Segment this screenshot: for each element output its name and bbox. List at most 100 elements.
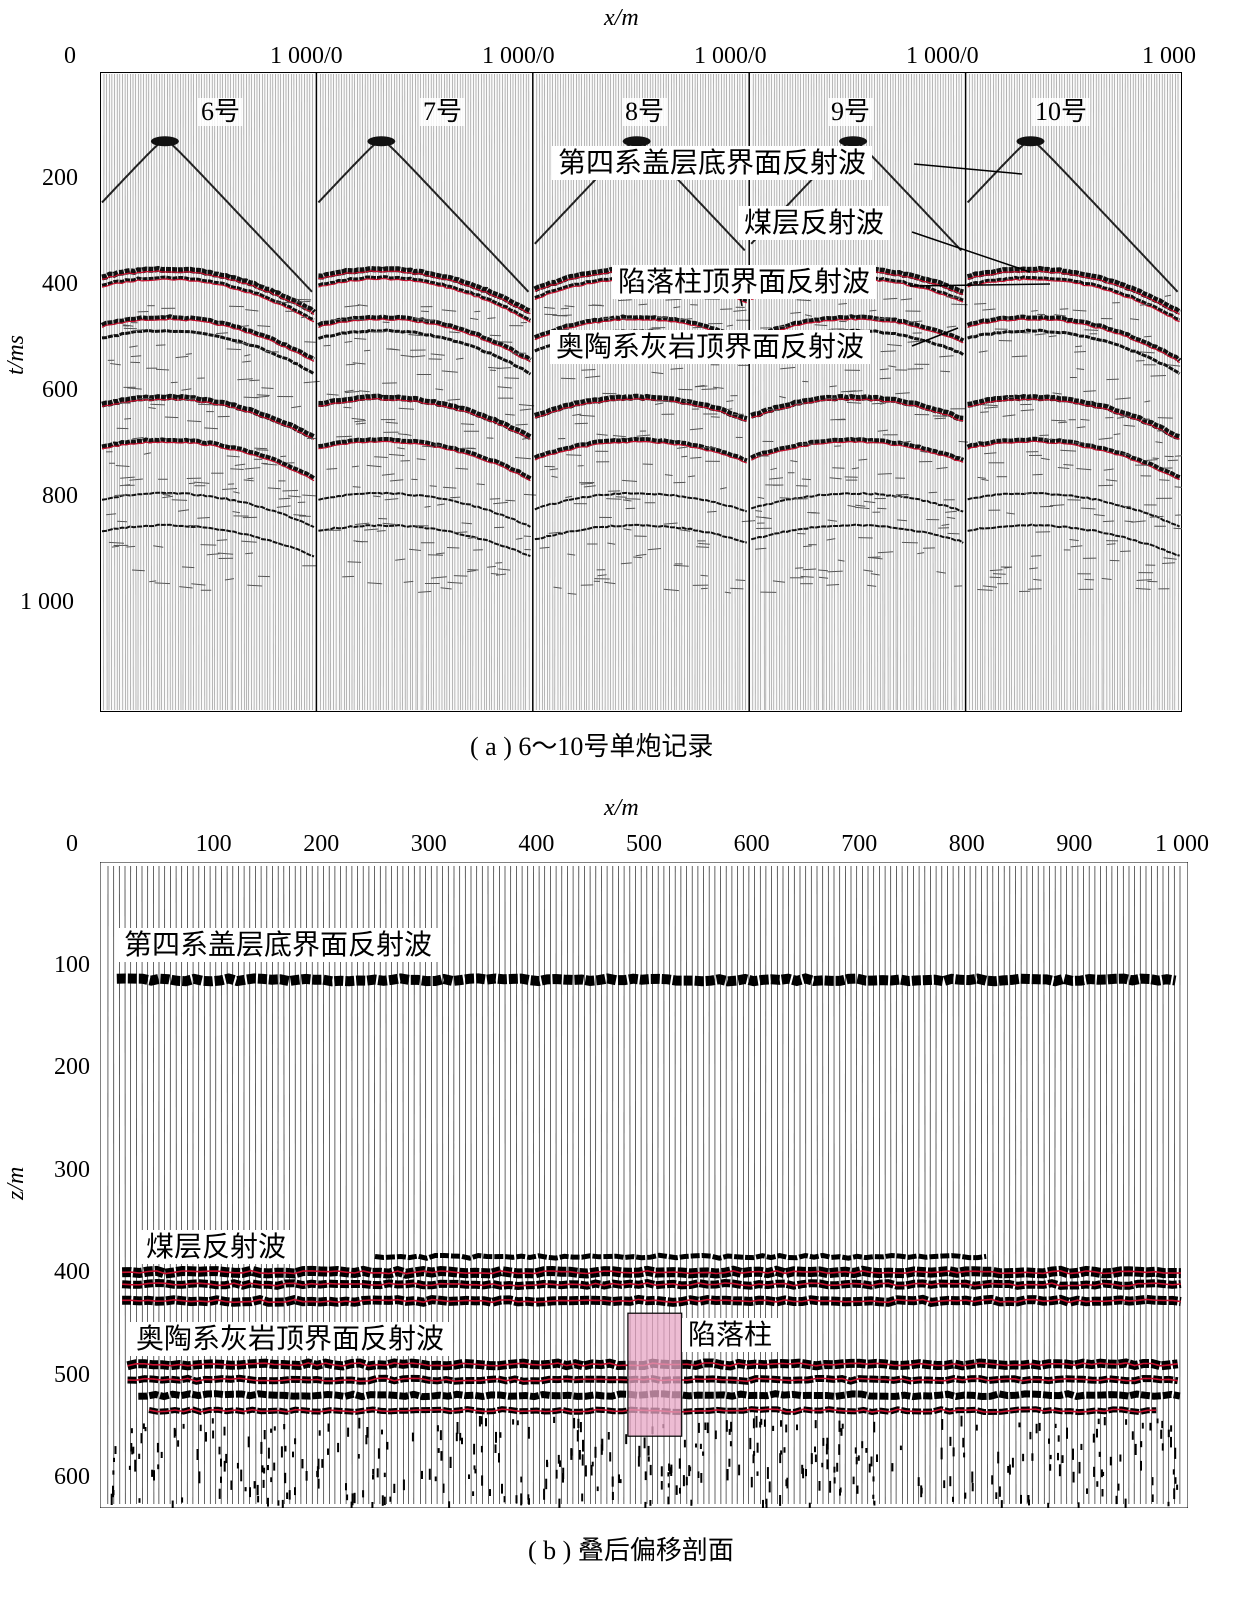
wiggle-mark bbox=[644, 1471, 647, 1481]
wiggle-mark bbox=[288, 1490, 291, 1500]
noise-mark bbox=[802, 568, 817, 571]
figure-b-x-tick: 400 bbox=[518, 831, 555, 857]
noise-mark bbox=[636, 434, 651, 437]
wiggle-mark bbox=[1140, 1441, 1143, 1448]
noise-mark bbox=[1051, 419, 1066, 422]
seismic-trace bbox=[818, 73, 820, 711]
noise-mark bbox=[120, 476, 135, 479]
noise-mark bbox=[515, 537, 523, 540]
wiggle-mark bbox=[826, 1459, 829, 1470]
noise-mark bbox=[615, 496, 627, 498]
noise-mark bbox=[388, 453, 405, 457]
noise-mark bbox=[217, 552, 234, 555]
first-reflection bbox=[101, 139, 313, 293]
noise-mark bbox=[216, 332, 229, 335]
noise-mark bbox=[226, 348, 242, 351]
figure-a-x-tick: 1 000/0 bbox=[482, 43, 555, 69]
noise-mark bbox=[326, 468, 338, 470]
seismic-trace bbox=[932, 73, 934, 711]
seismic-trace bbox=[272, 73, 274, 711]
wiggle-mark bbox=[212, 1430, 215, 1439]
wiggle-mark bbox=[682, 1475, 685, 1487]
wiggle-mark bbox=[480, 1445, 483, 1453]
noise-mark bbox=[877, 473, 892, 475]
noise-mark bbox=[441, 370, 458, 373]
shot-gather bbox=[966, 73, 1182, 711]
seismic-trace bbox=[855, 73, 857, 711]
noise-mark bbox=[679, 529, 691, 532]
wiggle-mark bbox=[428, 1468, 431, 1480]
noise-mark bbox=[1098, 437, 1113, 440]
seismic-trace bbox=[554, 73, 556, 711]
wiggle-mark bbox=[562, 1467, 565, 1480]
noise-mark bbox=[241, 540, 257, 543]
wiggle-mark bbox=[545, 1478, 548, 1490]
noise-mark bbox=[351, 417, 365, 421]
noise-mark bbox=[336, 435, 352, 438]
wiggle-mark bbox=[1115, 1495, 1118, 1505]
seismic-trace bbox=[1000, 73, 1002, 711]
figure-a-y-tick: 800 bbox=[42, 483, 78, 509]
noise-mark bbox=[838, 303, 847, 305]
figure-b-x-tick: 800 bbox=[948, 831, 985, 857]
noise-mark bbox=[469, 317, 479, 320]
noise-mark bbox=[515, 423, 528, 426]
wiggle-mark bbox=[814, 1454, 817, 1463]
noise-mark bbox=[1060, 449, 1077, 452]
noise-mark bbox=[460, 423, 475, 425]
wiggle-mark bbox=[171, 1500, 174, 1508]
wiggle-mark bbox=[649, 1464, 652, 1476]
reflection-event-red bbox=[750, 440, 964, 463]
noise-mark bbox=[638, 303, 648, 306]
seismic-trace bbox=[472, 73, 474, 711]
noise-mark bbox=[719, 487, 727, 490]
noise-mark bbox=[826, 538, 836, 541]
seismic-trace bbox=[538, 865, 540, 1505]
shot-label: 9号 bbox=[828, 98, 874, 126]
figure-a-x-tick: 1 000 bbox=[1142, 43, 1196, 69]
wiggle-mark bbox=[667, 1483, 670, 1488]
noise-mark bbox=[1080, 507, 1096, 510]
shot-gather bbox=[533, 73, 756, 711]
wiggle-mark bbox=[578, 1450, 581, 1460]
noise-mark bbox=[1011, 355, 1028, 358]
noise-mark bbox=[1105, 479, 1118, 482]
noise-mark bbox=[1115, 397, 1131, 400]
noise-mark bbox=[1042, 438, 1053, 441]
wiggle-mark bbox=[726, 1469, 729, 1481]
noise-mark bbox=[548, 531, 561, 534]
wiggle-mark bbox=[253, 1481, 256, 1489]
noise-mark bbox=[287, 495, 301, 498]
noise-mark bbox=[129, 478, 143, 481]
wiggle-mark bbox=[683, 1439, 686, 1448]
wiggle-mark bbox=[199, 1424, 202, 1432]
noise-mark bbox=[680, 318, 693, 321]
noise-mark bbox=[1101, 577, 1112, 580]
wiggle-mark bbox=[383, 1496, 386, 1506]
noise-mark bbox=[197, 403, 212, 406]
wiggle-mark bbox=[660, 1481, 663, 1490]
wiggle-mark bbox=[685, 1476, 688, 1486]
wiggle-mark bbox=[1160, 1429, 1163, 1439]
reflection-event bbox=[100, 314, 316, 362]
seismic-trace bbox=[382, 73, 385, 711]
wiggle-mark bbox=[327, 1423, 330, 1432]
noise-mark bbox=[780, 366, 796, 370]
wiggle-mark bbox=[997, 1451, 1000, 1464]
noise-mark bbox=[1075, 345, 1083, 348]
wiggle-mark bbox=[1156, 1418, 1159, 1424]
wiggle-mark bbox=[402, 1479, 405, 1491]
wiggle-mark bbox=[611, 1491, 614, 1500]
noise-mark bbox=[461, 522, 472, 525]
noise-mark bbox=[264, 350, 279, 353]
noise-mark bbox=[386, 348, 398, 351]
reflector-band bbox=[116, 973, 1177, 987]
noise-mark bbox=[896, 519, 908, 522]
noise-mark bbox=[710, 416, 720, 418]
noise-mark bbox=[863, 500, 876, 504]
wiggle-mark bbox=[1072, 1471, 1075, 1483]
wiggle-mark bbox=[1029, 1431, 1032, 1440]
figure-a-x-tick: 1 000/0 bbox=[694, 43, 767, 69]
noise-mark bbox=[162, 493, 171, 497]
noise-mark bbox=[863, 569, 873, 572]
